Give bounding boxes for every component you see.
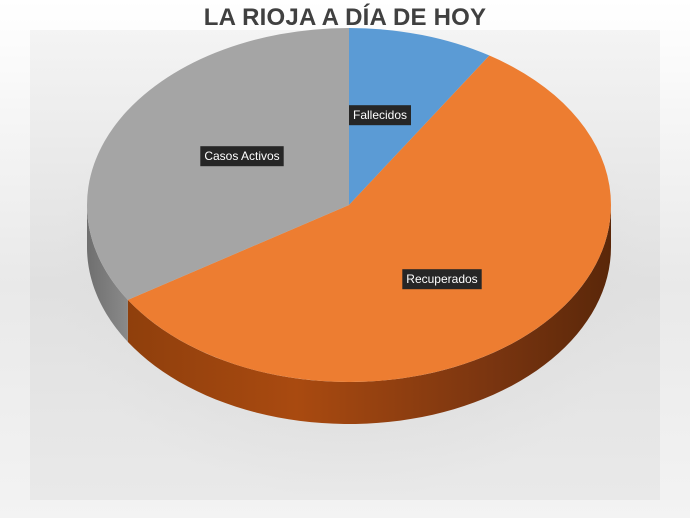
- pie-side-recuperados: [127, 205, 611, 424]
- data-label-box: [402, 269, 482, 290]
- pie-slice-fallecidos[interactable]: [349, 28, 490, 205]
- pie-sides: [87, 205, 611, 424]
- data-label-recuperados: Recuperados: [402, 269, 482, 290]
- data-label-box: [349, 105, 411, 126]
- data-label-text: Recuperados: [406, 272, 477, 286]
- pie-slices: [87, 28, 612, 382]
- chart-title: LA RIOJA A DÍA DE HOY: [203, 4, 487, 31]
- data-label-fallecidos: Fallecidos: [349, 105, 411, 126]
- data-label-casos-activos: Casos Activos: [200, 146, 284, 167]
- data-labels: Fallecidos Recuperados Casos Activos: [200, 105, 482, 290]
- data-label-text: Casos Activos: [204, 149, 279, 163]
- data-label-box: [200, 146, 284, 167]
- pie-slice-recuperados[interactable]: [127, 55, 612, 382]
- pie-side-casos-activos: [87, 205, 128, 342]
- data-label-text: Fallecidos: [353, 108, 407, 122]
